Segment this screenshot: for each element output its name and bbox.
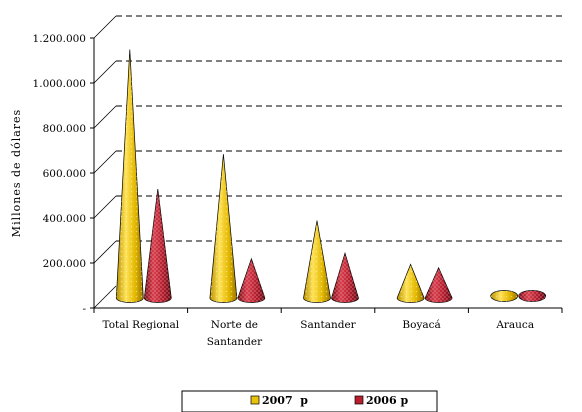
y-tick-label: 800.000 [43,123,86,135]
cone-2007 [490,290,519,302]
category-label: Boyacá [402,319,440,331]
y-axis-ticks: - 200.000 400.000 600.000 800.000 1.000.000 1.… [33,33,94,315]
grid-depth-connector [93,240,117,264]
grid-depth-connector [93,105,117,129]
cone-2007 [396,263,425,303]
x-axis-ticks [93,308,563,313]
cone-2007 [209,154,238,303]
category-label: Arauca [495,319,534,331]
category-label: Total Regional [103,319,180,331]
y-tick-label: 600.000 [43,168,86,180]
cone-2006 [331,251,359,303]
legend-swatch-2007 [250,395,260,405]
category-label: Santander [300,319,356,331]
y-tick-label: 400.000 [43,213,86,225]
legend-label-2006: 2006 p [366,394,408,407]
cone-2006 [237,257,266,303]
grid-depth-connector [93,195,117,219]
cone-2007 [115,49,144,303]
cone-2007 [303,220,331,303]
y-tick-label: 1.000.000 [33,78,86,90]
legend-label-2007: 2007 p [262,394,308,407]
legend-swatch-2006 [354,395,364,405]
y-tick-label: 200.000 [43,258,86,270]
grid-depth-connector [93,150,117,174]
category-label: Norte de [211,319,258,331]
gridlines [93,15,562,309]
category-label: Santander [207,336,263,348]
cone-2006 [143,188,172,303]
category-labels: Total Regional Norte de Santander Santander… [103,319,535,348]
y-axis-label: Millones de dólares [10,109,23,237]
y-tick-label: - [82,303,86,315]
legend: 2007 p 2006 p [181,390,438,412]
grid-depth-connector [93,60,117,84]
y-tick-label: 1.200.000 [33,33,86,45]
cone-marks [115,49,547,303]
cone-2006 [518,290,547,302]
grid-depth-connector [93,15,117,39]
legend-box [181,390,438,412]
cone-2006 [424,266,453,303]
grid-depth-connector [93,285,117,309]
